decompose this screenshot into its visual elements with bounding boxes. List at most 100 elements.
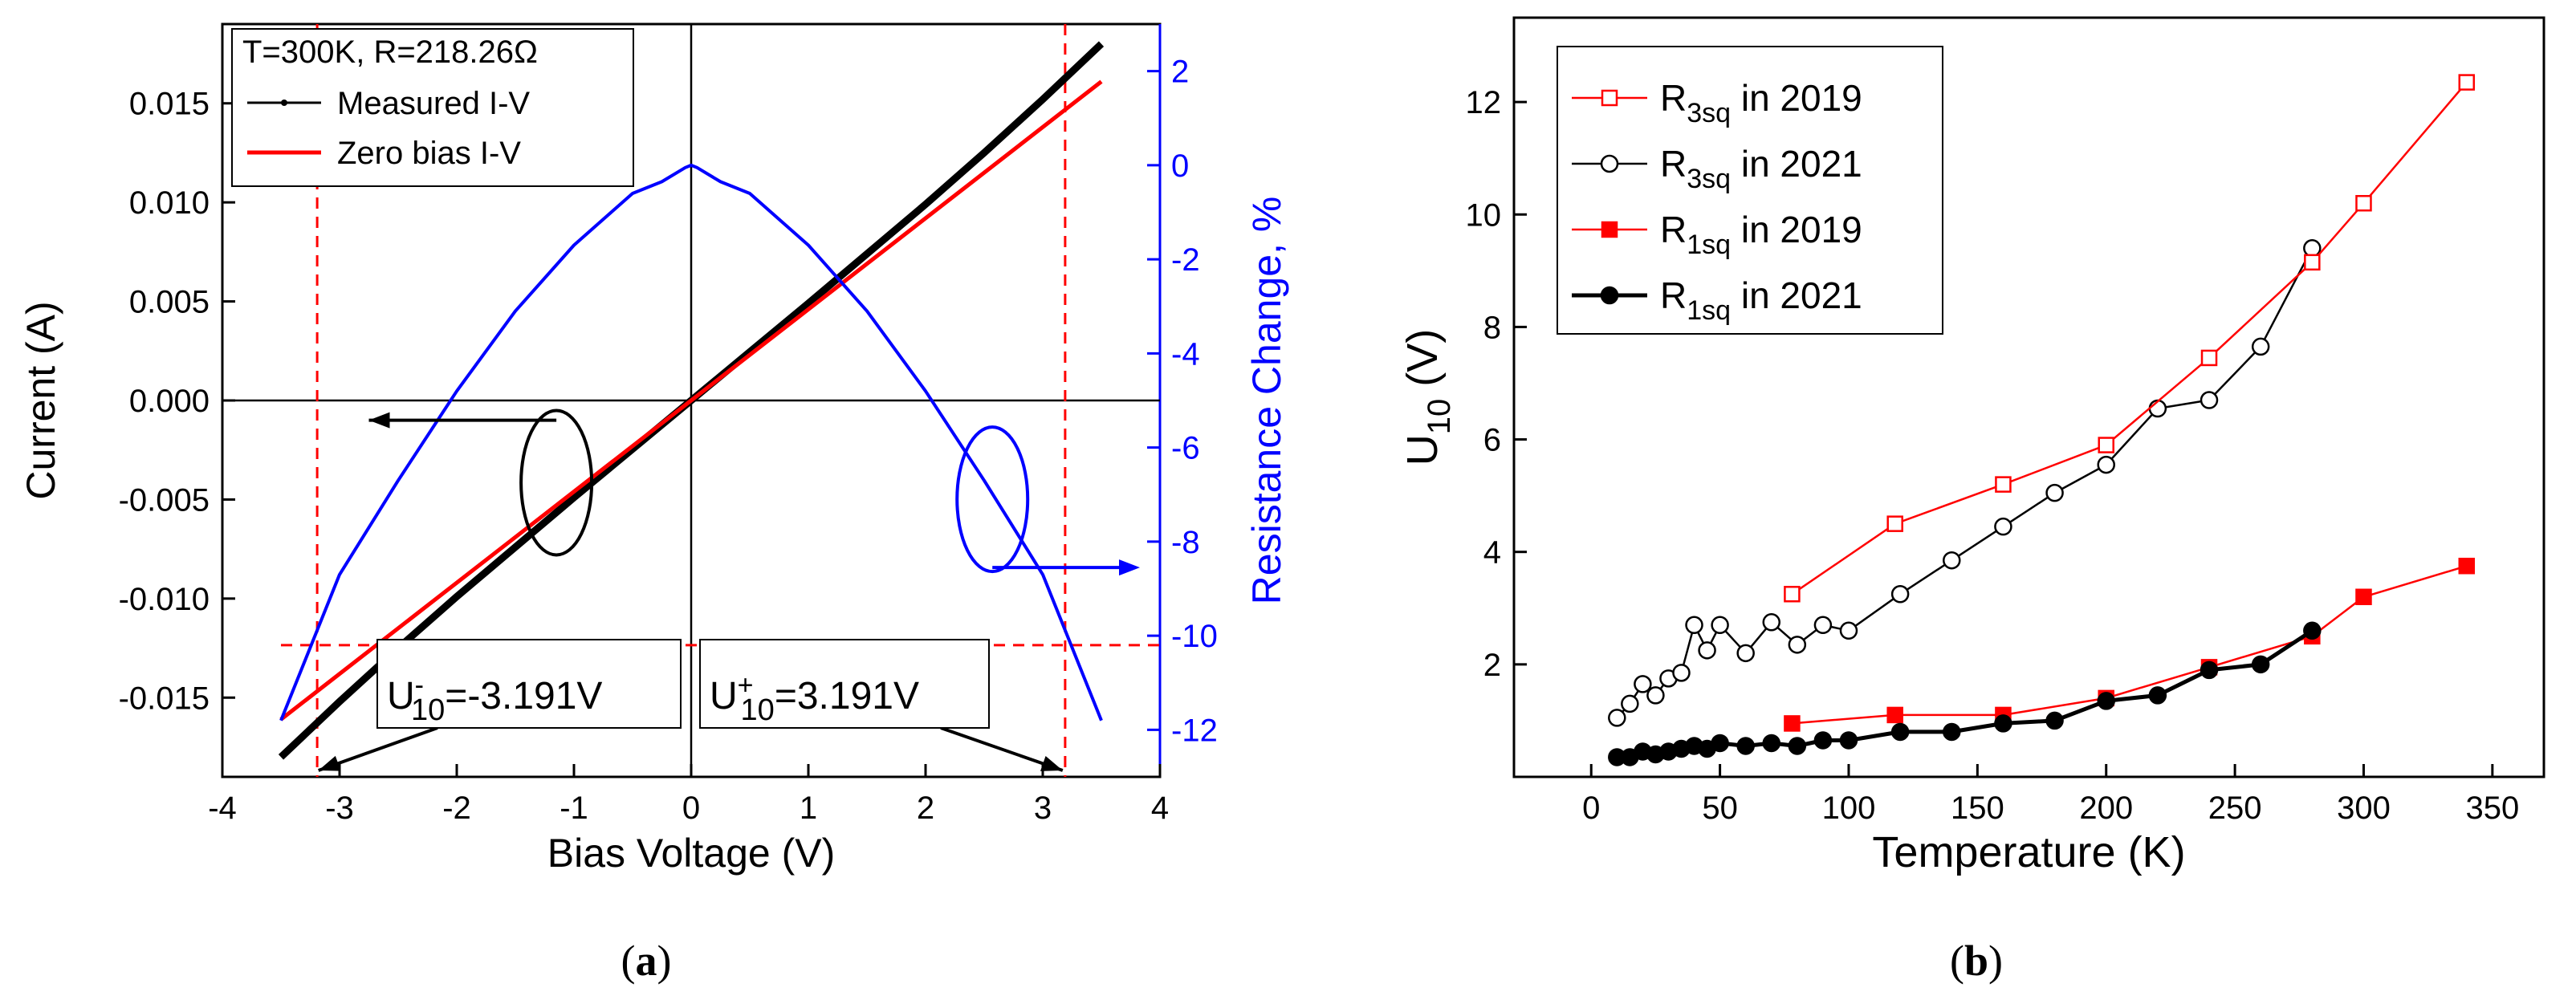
y-tick-label: 0.000 <box>129 384 210 419</box>
r1sq-in-2021-point <box>2097 692 2115 710</box>
y-tick-label: 10 <box>1466 197 1502 233</box>
u10-plus-label: U+ 10=3.191V <box>710 670 919 727</box>
plot-frame-b <box>1512 16 2545 778</box>
y-tick-label: 8 <box>1483 310 1501 345</box>
r3sq-in-2019-point <box>2200 349 2218 367</box>
r3sq-in-2021-point <box>1646 686 1665 705</box>
r1sq-in-2021-point <box>1890 722 1910 742</box>
r1sq-in-2021-point <box>1839 731 1858 750</box>
y-tick-label: 12 <box>1466 85 1502 120</box>
r1sq-in-2019-point <box>2458 557 2476 575</box>
resistance-change-line <box>279 163 1103 721</box>
legend-a: T=300K, R=218.26Ω Measured I-V Zero bias I… <box>231 28 634 187</box>
r1sq-in-2021-point <box>1762 734 1780 753</box>
y-tick-label: -0.005 <box>119 482 210 518</box>
zero-bias-iv-line <box>279 79 1103 721</box>
x-tick-label: -1 <box>560 791 588 826</box>
r1sq-in-2021-point <box>1788 737 1807 755</box>
annotation-box <box>699 639 990 729</box>
x-tick-label: 2 <box>917 791 934 826</box>
r3sq-in-2021-point <box>2251 337 2270 356</box>
r3sq-in-2021-point <box>1621 694 1639 713</box>
legend-label-r3sq-in-2021: R3sq in 2021 <box>1660 143 1862 194</box>
annotation-arrowhead <box>318 755 341 771</box>
r3sq-in-2021-point <box>1943 551 1961 570</box>
r3sq-in-2019-point <box>1886 515 1903 532</box>
r3sq-in-2021-point <box>1685 616 1703 635</box>
r1sq-in-2021-point <box>2148 686 2167 705</box>
legend-marker-r1sq-in-2019 <box>1601 221 1618 238</box>
legend-marker-measured <box>281 100 287 106</box>
x-tick-label: -3 <box>325 791 354 826</box>
r3sq-in-2019-point <box>2098 437 2114 453</box>
x-tick-label: -2 <box>442 791 471 826</box>
u10-minus-label: U-10=-3.191V <box>387 670 602 727</box>
r1sq-in-2019-line <box>1792 565 2468 725</box>
x-tick-label: 150 <box>1951 791 2004 826</box>
y-tick-label: 2 <box>1483 648 1501 683</box>
y2-tick-label: -12 <box>1171 713 1218 748</box>
r1sq-in-2021-point <box>2303 621 2322 640</box>
r3sq-in-2021-point <box>1839 621 1858 640</box>
r3sq-in-2021-point <box>1762 613 1780 632</box>
legend-b: R3sq in 2019 R3sq in 2021 R1sq in 2019 R1sq… <box>1557 46 1943 335</box>
y-axis-title: U10 (V) <box>1398 329 1457 466</box>
x-tick-label: 100 <box>1822 791 1876 826</box>
y2-tick-label: 2 <box>1171 55 1189 90</box>
y-tick-label: 0.010 <box>129 185 210 221</box>
y-tick-label: 0.005 <box>129 285 210 320</box>
r1sq-in-2021-point <box>1994 714 2012 733</box>
y-tick-label: 6 <box>1483 423 1501 458</box>
y-tick-label: -0.010 <box>119 582 210 617</box>
panel-b: 0 50 100 150 200 250 300 350 2 4 6 8 10 12 Temperature… <box>1398 16 2545 985</box>
r3sq-in-2021-point <box>1736 644 1755 663</box>
y2-tick-label: -2 <box>1171 242 1200 278</box>
r3sq-in-2021-point <box>1634 675 1652 693</box>
x-tick-label: 200 <box>2079 791 2133 826</box>
y-tick-label: -0.015 <box>119 681 210 716</box>
x-tick-label: 250 <box>2208 791 2262 826</box>
x-tick-label: 4 <box>1151 791 1169 826</box>
r3sq-in-2021-point <box>2303 239 2322 258</box>
y2-tick-label: -10 <box>1171 619 1218 654</box>
r1sq-in-2019-point <box>1784 715 1801 732</box>
y2-tick-label: 0 <box>1171 148 1189 184</box>
r3sq-in-2021-point <box>1994 517 2012 536</box>
r3sq-in-2021-point <box>1608 709 1626 727</box>
y2-tick-label: -6 <box>1171 431 1200 466</box>
x-tick-label: 350 <box>2465 791 2519 826</box>
legend-label-measured: Measured I-V <box>337 86 530 121</box>
r3sq-in-2021-point <box>1890 585 1910 604</box>
current-curves-ellipse <box>519 408 594 557</box>
annotation-arrow <box>318 726 438 772</box>
r3sq-in-2021-point <box>2200 391 2219 409</box>
x-axis-title: Bias Voltage (V) <box>547 831 836 876</box>
r3sq-in-2019-point <box>2304 254 2321 271</box>
legend-label-r1sq-in-2021: R1sq in 2021 <box>1660 274 1862 326</box>
annotation-arrowhead <box>1040 755 1063 771</box>
y-axis-title: Current (A) <box>18 301 63 499</box>
legend-marker-r1sq-in-2021 <box>1600 286 1619 305</box>
y-tick-label: 0.015 <box>129 87 210 122</box>
r1sq-in-2021-point <box>1736 737 1755 755</box>
annotation-box <box>376 639 682 729</box>
r1sq-in-2021-point <box>1943 722 1961 742</box>
right-arrowhead <box>1119 559 1140 576</box>
r3sq-in-2021-point <box>1813 616 1833 635</box>
x-tick-label: -4 <box>208 791 237 826</box>
panel-a: -4 -3 -2 -1 0 1 2 3 4-0.015-0.010-0.0050.0000.00… <box>18 22 1289 985</box>
x-tick-label: 300 <box>2337 791 2391 826</box>
r1sq-in-2019-point <box>2355 588 2372 606</box>
left-arrowhead <box>368 412 390 429</box>
r3sq-in-2019-point <box>2458 74 2476 91</box>
r1sq-in-2021-point <box>1813 731 1833 750</box>
x-axis-title: Temperature (K) <box>1872 828 2185 876</box>
r3sq-in-2021-point <box>2097 455 2115 474</box>
annotation-arrow <box>940 726 1064 772</box>
legend-label-zero-bias: Zero bias I-V <box>337 136 521 171</box>
r1sq-in-2019-point <box>1886 706 1903 724</box>
legend-header: T=300K, R=218.26Ω <box>242 35 538 70</box>
x-tick-label: 0 <box>1582 791 1600 826</box>
legend-label-r1sq-in-2019: R1sq in 2019 <box>1660 209 1862 260</box>
